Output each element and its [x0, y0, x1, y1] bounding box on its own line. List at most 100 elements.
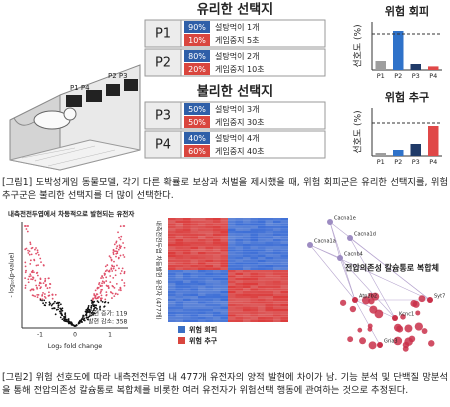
heatmap-cell	[175, 270, 183, 273]
network-node	[428, 340, 435, 347]
heatmap-cell	[228, 314, 236, 317]
volcano-dot	[61, 318, 64, 321]
group-title: 유리한 선택지	[197, 2, 273, 18]
heatmap-cell	[205, 225, 213, 229]
heatmap-cell	[220, 275, 228, 278]
heatmap-cell	[243, 311, 251, 315]
heatmap-cell	[175, 314, 183, 317]
option-label: P4	[155, 138, 171, 153]
volcano-dot	[95, 304, 98, 307]
heatmap-cell	[198, 280, 206, 283]
heatmap-cell	[243, 249, 251, 252]
volcano-dot	[71, 323, 74, 326]
heatmap-cell	[258, 225, 266, 229]
volcano-dot	[101, 284, 103, 287]
volcano-dot	[100, 290, 102, 293]
heatmap-cell	[190, 314, 198, 317]
heatmap-cell	[175, 236, 183, 239]
heatmap-cell	[235, 267, 243, 270]
heatmap-cell	[250, 272, 258, 276]
heatmap-cell	[175, 301, 183, 304]
heatmap-cell	[243, 267, 251, 270]
x-tick-label: P1	[377, 72, 385, 80]
heatmap-cell	[250, 225, 258, 229]
heatmap-cell	[175, 254, 183, 257]
heatmap-cell	[175, 228, 183, 231]
heatmap-cell	[273, 280, 281, 283]
heatmap-cell	[243, 254, 251, 257]
heatmap-cell	[235, 223, 243, 226]
volcano-dot	[30, 247, 33, 250]
legend-swatch	[178, 337, 185, 344]
heatmap-cell	[220, 254, 228, 257]
volcano-dot	[99, 307, 101, 309]
heatmap-cell	[258, 220, 266, 224]
volcano-dot	[93, 304, 96, 307]
volcano-dot	[57, 302, 60, 305]
heatmap-cell	[228, 296, 236, 299]
x-tick-label: 0	[73, 332, 77, 339]
volcano-dot	[114, 293, 117, 295]
network-title: 전압의존성 칼슘통로 복합체	[345, 263, 439, 273]
y-axis-label: 선호도 (%)	[353, 110, 364, 153]
heatmap-cell	[190, 220, 198, 224]
heatmap-cell	[205, 275, 213, 278]
volcano-note: 발현 감소: 358	[88, 318, 128, 326]
volcano-dot	[110, 291, 113, 294]
heatmap-cell	[168, 272, 176, 276]
volcano-dot	[87, 305, 90, 307]
heatmap-cell	[213, 280, 221, 283]
heatmap-cell	[190, 275, 198, 278]
heatmap-cell	[258, 223, 266, 226]
volcano-dot	[81, 318, 84, 320]
heatmap-cell	[190, 319, 198, 322]
heatmap-cell	[220, 285, 228, 289]
volcano-dot	[123, 282, 126, 284]
heatmap-cell	[183, 233, 191, 237]
heatmap-cell	[235, 270, 243, 273]
heatmap-cell	[205, 231, 213, 234]
heatmap-cell	[205, 283, 213, 286]
volcano-dot	[42, 292, 44, 294]
heatmap-cell	[190, 272, 198, 276]
heatmap-cell	[250, 241, 258, 244]
volcano-dot	[65, 318, 68, 321]
network-node	[352, 297, 358, 303]
heatmap-cell	[265, 316, 273, 320]
heatmap-cell	[273, 238, 281, 242]
heatmap-cell	[258, 259, 266, 263]
heatmap-cell	[273, 244, 281, 247]
heatmap-cell	[168, 285, 176, 289]
heatmap-cell	[265, 249, 273, 252]
heatmap-cell	[280, 236, 288, 239]
heatmap-cell	[243, 231, 251, 234]
pct-cell	[184, 34, 210, 46]
heatmap-cell	[198, 314, 206, 317]
heatmap-cell	[213, 303, 221, 307]
volcano-dot	[51, 303, 54, 306]
volcano-dot	[110, 267, 113, 270]
heatmap-cell	[183, 249, 191, 252]
heatmap-cell	[198, 241, 206, 244]
volcano-dot	[109, 256, 112, 259]
heatmap-cell	[228, 277, 236, 281]
heatmap-cell	[243, 251, 251, 255]
heatmap-cell	[220, 316, 228, 320]
legend-label: 위험 회피	[189, 325, 217, 334]
heatmap-cell	[205, 280, 213, 283]
heatmap-cell	[183, 288, 191, 291]
heatmap-cell	[205, 298, 213, 302]
heatmap-cell	[198, 283, 206, 286]
volcano-dot	[123, 256, 126, 258]
pct-cell	[184, 50, 210, 62]
heatmap-cell	[205, 254, 213, 257]
volcano-dot	[111, 292, 114, 295]
heatmap-cell	[175, 225, 183, 229]
volcano-dot	[110, 258, 113, 261]
node-label: Syt7	[434, 294, 445, 300]
volcano-dot	[48, 303, 51, 306]
heatmap-cell	[235, 241, 243, 244]
heatmap-cell	[198, 225, 206, 229]
pct: 60%	[188, 147, 206, 156]
heatmap-cell	[250, 296, 258, 299]
